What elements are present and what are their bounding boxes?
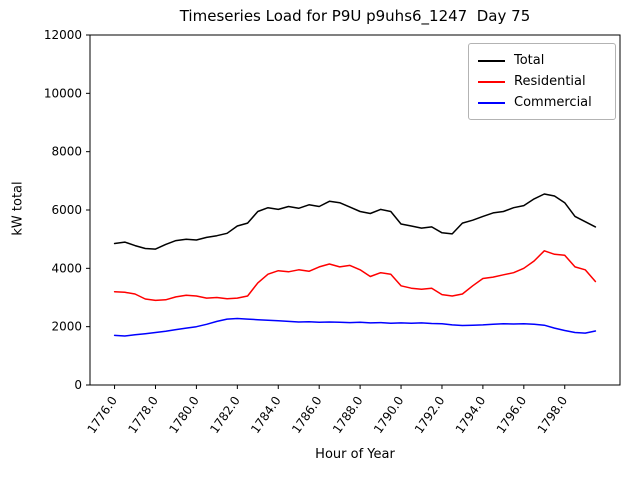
x-tick-label: 1776.0: [84, 394, 120, 436]
legend-label: Total: [514, 53, 545, 68]
x-tick-label: 1794.0: [453, 394, 489, 436]
y-tick-label: 4000: [51, 261, 82, 275]
y-tick-label: 10000: [44, 86, 82, 100]
x-axis-label: Hour of Year: [315, 447, 395, 462]
legend-item-residential: Residential: [478, 71, 606, 92]
x-tick-label: 1790.0: [371, 394, 407, 436]
x-tick-label: 1784.0: [248, 394, 284, 436]
legend-line-residential: [478, 80, 505, 83]
series-total-line: [113, 193, 597, 250]
legend-item-total: Total: [478, 50, 606, 71]
x-tick-label: 1796.0: [494, 394, 530, 436]
chart-title: Timeseries Load for P9U p9uhs6_1247 Day …: [179, 7, 531, 25]
x-tick-label: 1782.0: [207, 394, 243, 436]
series-residential-line: [113, 250, 597, 302]
legend-item-commercial: Commercial: [478, 92, 606, 113]
y-tick-label: 8000: [51, 145, 82, 159]
series-commercial-line: [113, 317, 597, 337]
x-tick-label: 1788.0: [330, 394, 366, 436]
y-tick-label: 6000: [51, 203, 82, 217]
x-tick-label: 1786.0: [289, 394, 325, 436]
y-tick-label: 12000: [44, 28, 82, 42]
legend: Total Residential Commercial: [468, 43, 616, 120]
x-tick-label: 1792.0: [412, 394, 448, 436]
y-tick-label: 2000: [51, 320, 82, 334]
legend-line-commercial: [478, 101, 505, 104]
y-tick-label: 0: [74, 378, 82, 392]
x-tick-label: 1780.0: [166, 394, 202, 436]
x-tick-label: 1798.0: [535, 394, 571, 436]
legend-line-total: [478, 59, 505, 62]
x-tick-label: 1778.0: [125, 394, 161, 436]
legend-label: Commercial: [514, 95, 592, 110]
legend-label: Residential: [514, 74, 586, 89]
